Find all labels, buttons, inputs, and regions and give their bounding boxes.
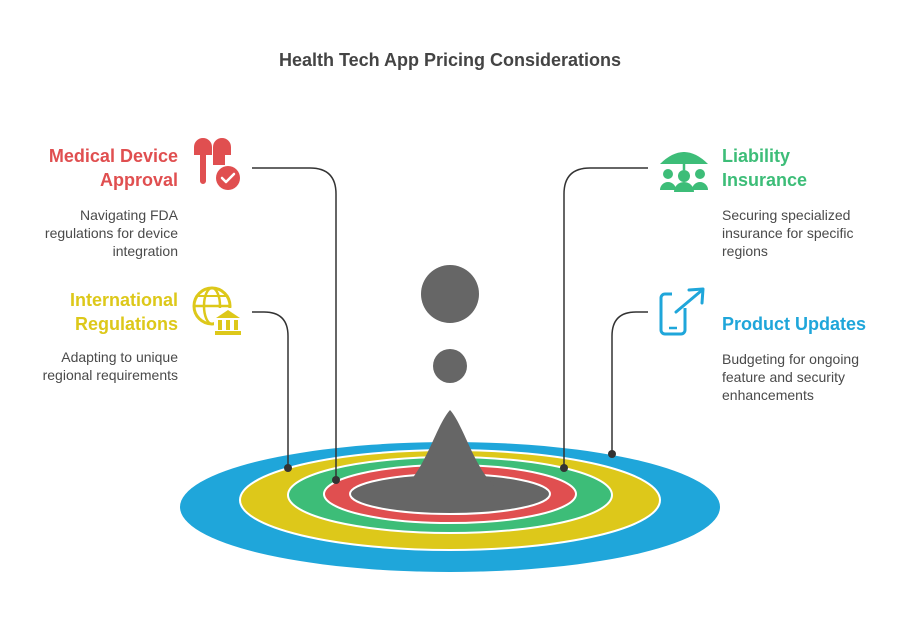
medical-device-heading: Medical Device Approval (48, 146, 178, 190)
medical-device-description: Navigating FDA regulations for device in… (44, 207, 178, 259)
connector-product-updates (611, 311, 648, 454)
connector-dot-medical-device (332, 476, 340, 484)
liability-insurance-heading: Liability Insurance (722, 146, 808, 190)
connector-dot-liability (560, 464, 568, 472)
connector-liability (563, 167, 648, 468)
international-regulations-heading: International Regulations (69, 290, 178, 334)
globe-bank-icon (192, 286, 242, 336)
diagram-title: Health Tech App Pricing Considerations (278, 50, 622, 70)
international-regulations-description: Adapting to unique regional requirements (42, 349, 178, 383)
liability-insurance-description: Securing specialized insurance for speci… (722, 207, 854, 259)
product-updates-description: Budgeting for ongoing feature and securi… (722, 351, 859, 403)
product-updates-heading: Product Updates (722, 314, 867, 334)
splash-peak (380, 410, 520, 503)
drop-large (421, 265, 479, 323)
connector-dot-product-updates (608, 450, 616, 458)
umbrella-people-icon (660, 152, 708, 192)
earbuds-check-icon (194, 138, 240, 190)
connector-international (252, 311, 289, 468)
drop-small (433, 349, 467, 383)
connector-dot-international (284, 464, 292, 472)
phone-arrow-icon (659, 287, 705, 336)
connector-medical-device (252, 167, 337, 480)
